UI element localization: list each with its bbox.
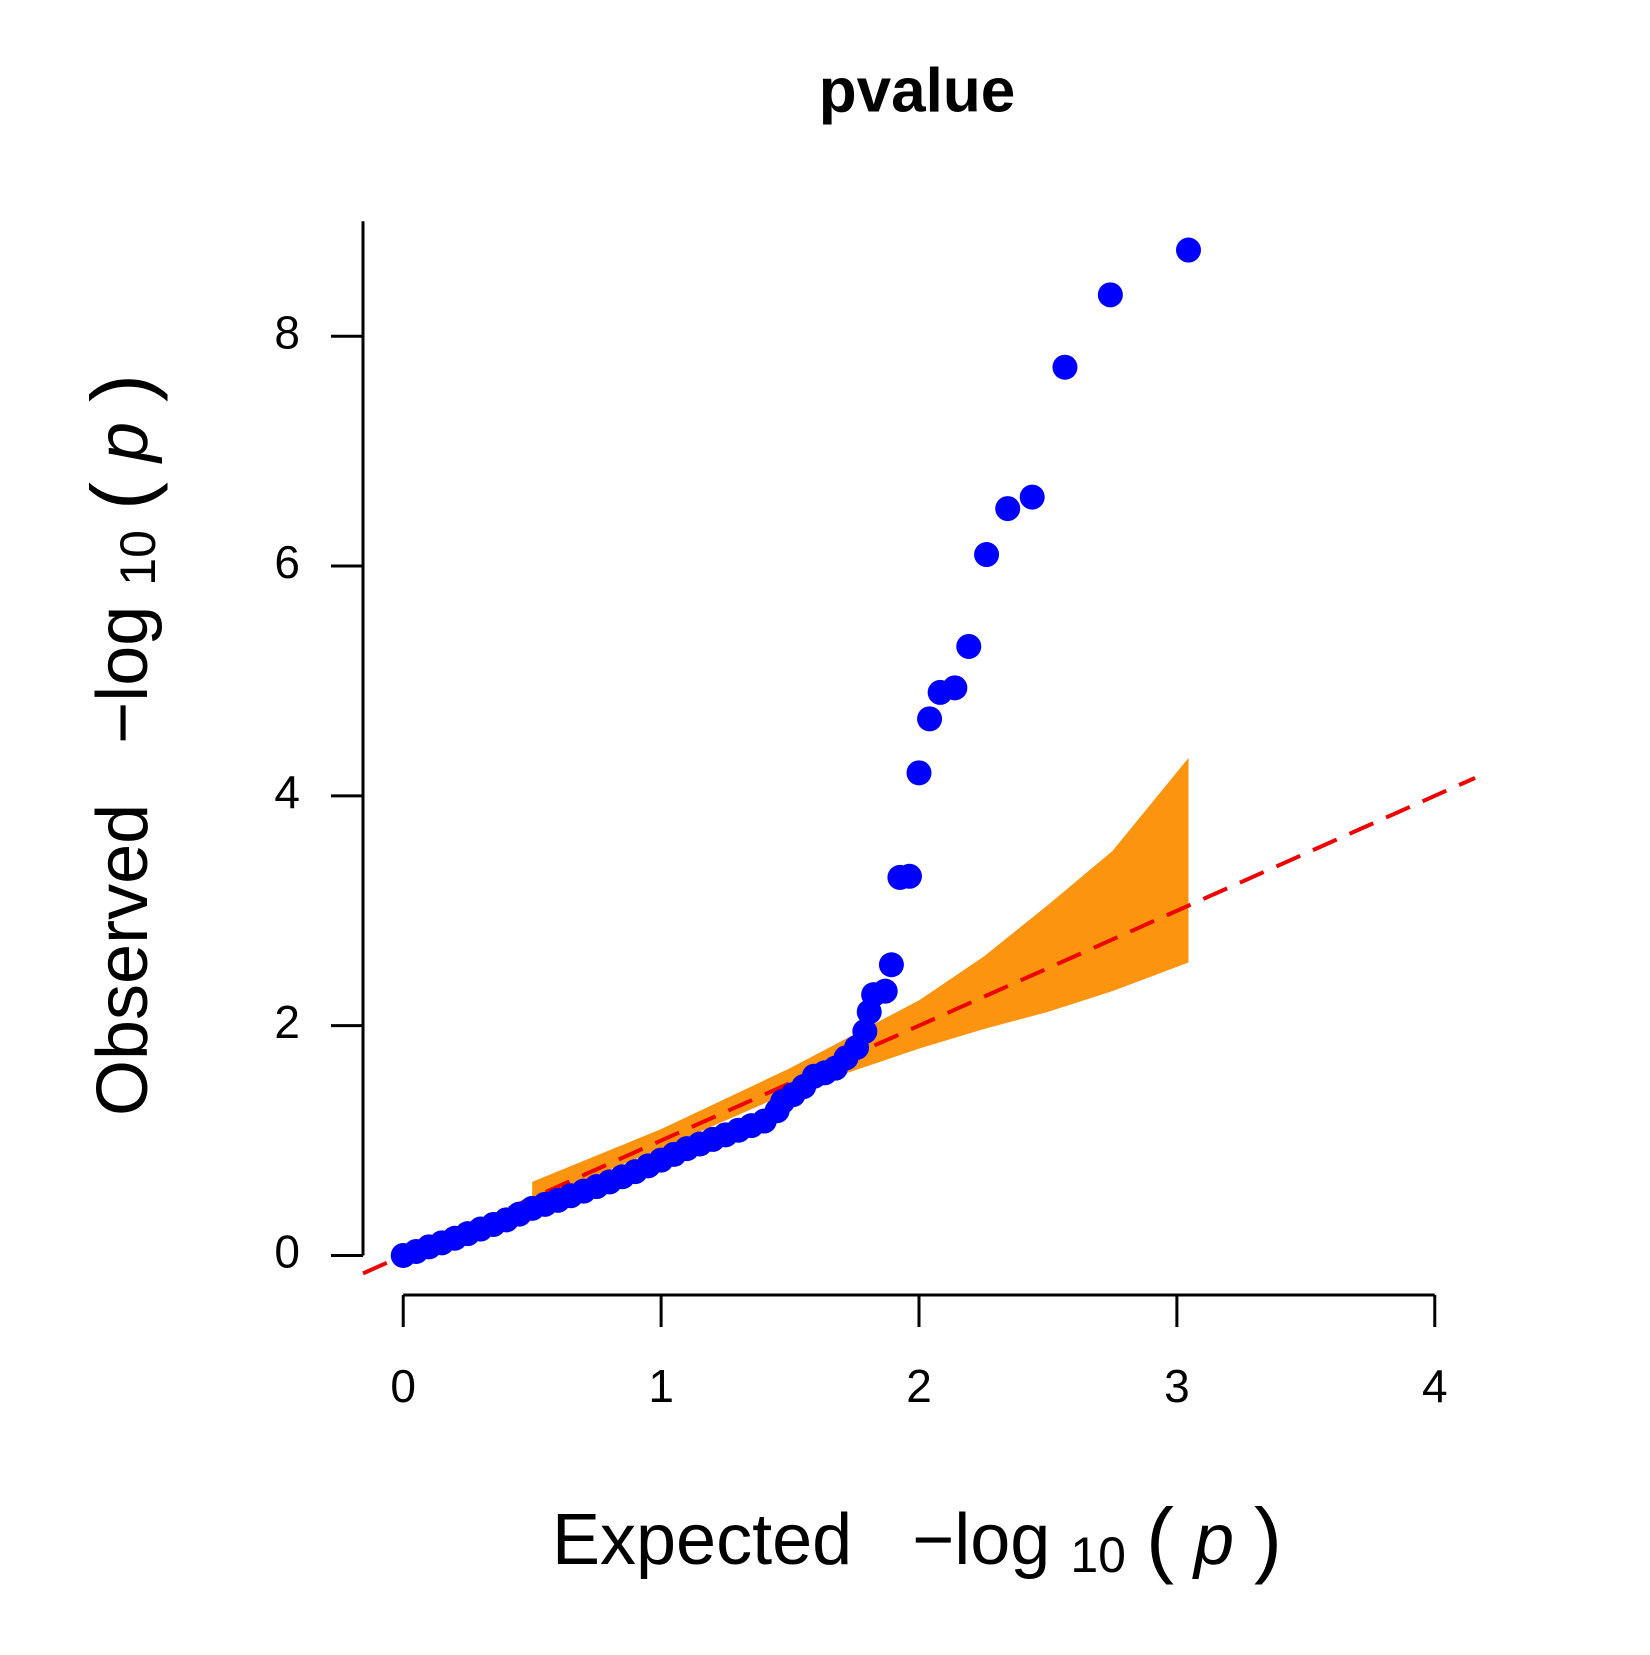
point <box>956 633 982 659</box>
y-label-arg: p <box>83 422 163 464</box>
point <box>1097 282 1123 308</box>
x-label-paren: ) <box>1254 1491 1282 1585</box>
point <box>872 978 898 1004</box>
x-label-sub: 10 <box>1070 1527 1126 1583</box>
x-tick-label: 3 <box>1164 1360 1190 1412</box>
x-tick-label: 4 <box>1422 1360 1448 1412</box>
y-label-paren: ) <box>74 374 168 402</box>
x-label-arg: p <box>1192 1500 1234 1580</box>
x-label-word: Expected <box>552 1500 852 1580</box>
x-axis-label: Expected −log 10 ( p ) <box>552 1491 1282 1594</box>
y-axis-label: Observed −log 10 ( p ) <box>74 374 177 1116</box>
point <box>917 706 943 732</box>
y-tick-label: 4 <box>274 766 300 818</box>
y-label-paren: ( <box>74 482 168 510</box>
y-tick-label: 6 <box>274 536 300 588</box>
confidence-band <box>532 757 1189 1202</box>
x-tick-label: 2 <box>906 1360 932 1412</box>
reference-line <box>362 776 1476 1276</box>
x-label-paren: ( <box>1146 1491 1174 1585</box>
point <box>896 863 922 889</box>
chart-title: pvalue <box>819 56 1015 125</box>
point <box>942 675 968 701</box>
y-tick-label: 2 <box>274 996 300 1048</box>
x-tick-label: 0 <box>390 1360 416 1412</box>
point <box>1052 354 1078 380</box>
x-tick-label: 1 <box>648 1360 674 1412</box>
point <box>1019 484 1045 510</box>
point <box>906 760 932 786</box>
x-label-func: −log <box>912 1500 1050 1580</box>
y-label-sub: 10 <box>110 530 166 586</box>
y-tick-label: 0 <box>274 1226 300 1278</box>
point <box>878 952 904 978</box>
y-tick-label: 8 <box>274 306 300 358</box>
point <box>974 542 1000 568</box>
point <box>852 1018 878 1044</box>
point <box>995 496 1021 522</box>
y-label-word: Observed <box>83 804 163 1116</box>
y-label-func: −log <box>83 606 163 744</box>
point <box>1175 237 1201 263</box>
